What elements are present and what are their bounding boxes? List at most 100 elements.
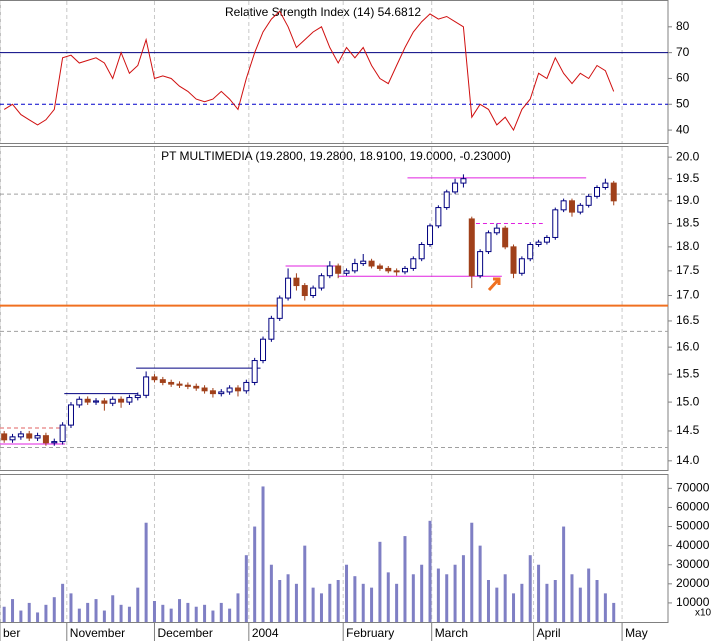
volume-bar	[278, 580, 282, 622]
x-tick-label: May	[625, 626, 648, 640]
y-tick-label: 60	[676, 71, 690, 85]
volume-bar	[127, 606, 131, 622]
y-tick-label: 19.0	[676, 193, 700, 207]
y-tick-label: 18.0	[676, 239, 700, 253]
volume-bar	[236, 593, 240, 622]
volume-bar	[570, 574, 574, 622]
volume-bar	[194, 606, 198, 622]
volume-bar	[512, 593, 516, 622]
y-tick-label: 80	[676, 19, 690, 33]
volume-bar	[612, 602, 616, 622]
candle-body	[610, 182, 617, 202]
candle-body	[293, 277, 300, 287]
y-tick-label: 15.0	[676, 394, 700, 408]
candle-body	[376, 265, 383, 269]
y-tick-label: 30000	[676, 557, 710, 571]
candle-body	[485, 232, 492, 253]
arrow	[487, 277, 501, 292]
volume-bar	[136, 587, 140, 622]
candle-body	[326, 265, 333, 277]
volume-bar	[436, 568, 440, 622]
candle-body	[76, 398, 83, 406]
candle-body	[285, 277, 292, 299]
volume-bar	[478, 545, 482, 622]
candle-body	[385, 267, 392, 272]
volume-bar	[161, 604, 165, 622]
volume-bar	[152, 601, 156, 622]
candle-body	[401, 267, 408, 273]
candle-body	[477, 251, 484, 277]
volume-bar	[445, 574, 449, 622]
candle-body	[176, 383, 183, 386]
volume-bar	[219, 602, 223, 622]
candle-body	[527, 243, 534, 260]
candle-body	[460, 178, 467, 184]
candle-body	[594, 186, 601, 197]
rsi-title: Relative Strength Index (14) 54.6812	[225, 5, 421, 19]
candle-body	[493, 227, 500, 234]
volume-bar	[461, 555, 465, 622]
volume-panel	[0, 474, 669, 623]
volume-bar	[528, 555, 532, 622]
x-tick-label: April	[537, 626, 561, 640]
y-tick-label: 60000	[676, 500, 710, 514]
candle-body	[193, 385, 200, 389]
y-tick-label: 50000	[676, 519, 710, 533]
volume-bar	[286, 574, 290, 622]
volume-bar	[353, 576, 357, 622]
volume-bar	[77, 608, 81, 622]
candle-body	[468, 218, 475, 277]
volume-bar	[345, 564, 349, 622]
volume-bar	[395, 583, 399, 622]
volume-bar	[178, 599, 182, 622]
candle-body	[151, 376, 158, 381]
volume-bar	[370, 587, 374, 622]
volume-bar	[403, 536, 407, 622]
candle-body	[17, 433, 24, 438]
y-tick-label: 10000	[676, 595, 710, 609]
candle-body	[410, 258, 417, 269]
volume-bar	[203, 604, 207, 622]
candle-body	[109, 398, 116, 404]
candle-body	[360, 260, 367, 265]
candle-body	[585, 195, 592, 206]
candle-body	[368, 260, 375, 267]
candle-body	[568, 200, 575, 213]
volume-bar	[86, 602, 90, 622]
candle-body	[276, 297, 283, 319]
x-tick-label: March	[435, 626, 468, 640]
volume-bar	[69, 593, 73, 622]
candle-body	[184, 384, 191, 387]
candle-body	[201, 387, 208, 392]
y-tick-label: 17.5	[676, 263, 700, 277]
volume-bar	[537, 564, 541, 622]
volume-bar	[303, 545, 307, 622]
volume-bar	[119, 604, 123, 622]
candle-body	[226, 387, 233, 393]
y-tick-label: 19.5	[676, 171, 700, 185]
volume-bar	[52, 597, 56, 622]
price-title: PT MULTIMEDIA (19.2800, 19.2800, 18.9100…	[161, 149, 511, 163]
y-tick-label: 18.5	[676, 216, 700, 230]
volume-bar	[428, 520, 432, 622]
candle-body	[67, 404, 74, 426]
y-tick-label: 50	[676, 96, 690, 110]
x-tick-label: December	[157, 626, 212, 640]
candle-body	[418, 243, 425, 260]
x-tick-label: ber	[3, 626, 20, 640]
x-tick-label: February	[346, 626, 394, 640]
volume-bar	[420, 564, 424, 622]
volume-bar	[495, 587, 499, 622]
candle-body	[126, 397, 133, 403]
candle-body	[34, 435, 41, 439]
volume-bar	[169, 608, 173, 622]
volume-bar	[244, 555, 248, 622]
y-tick-label: 14.0	[676, 453, 700, 467]
volume-bar	[587, 568, 591, 622]
candle-body	[343, 270, 350, 274]
candle-body	[234, 387, 241, 392]
candle-body	[393, 270, 400, 273]
volume-bar	[603, 593, 607, 622]
candle-body	[510, 246, 517, 274]
y-tick-label: 17.0	[676, 288, 700, 302]
